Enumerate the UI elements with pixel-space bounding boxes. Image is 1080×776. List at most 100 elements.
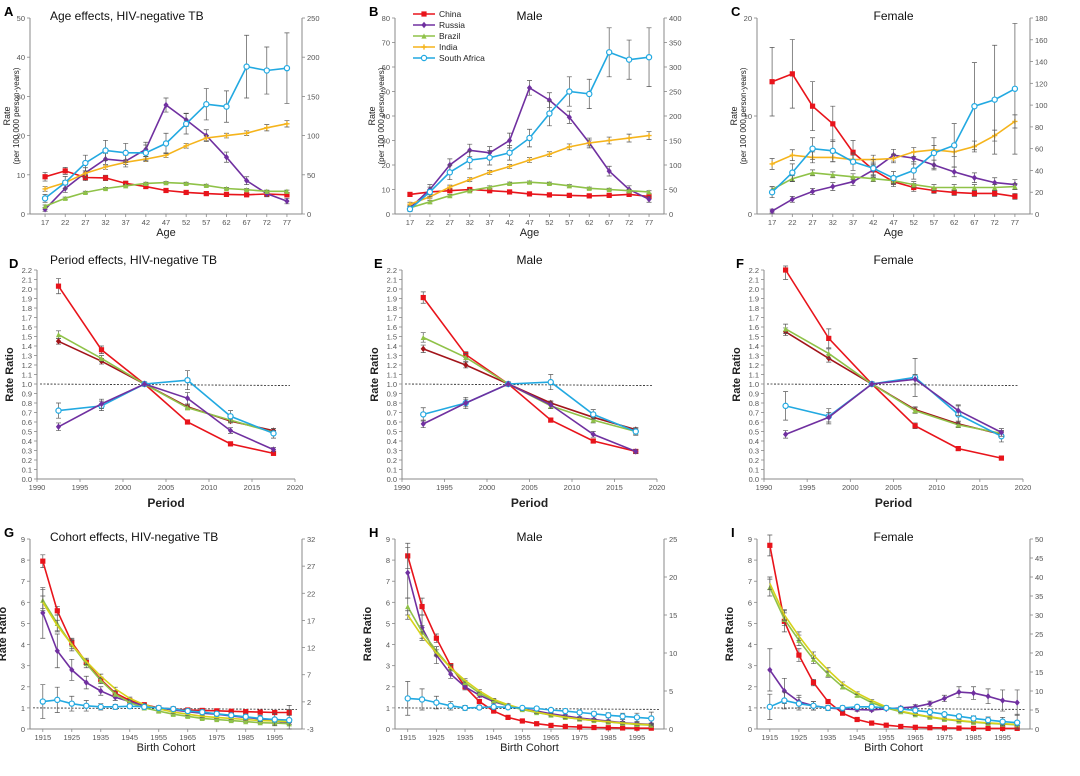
data-point (526, 191, 533, 197)
data-point (955, 713, 963, 720)
x-tick-label: 1955 (878, 733, 895, 742)
x-axis-label: Age (884, 227, 904, 239)
data-point (911, 182, 917, 188)
data-point (97, 703, 104, 711)
data-point (605, 725, 611, 731)
data-point (243, 709, 249, 715)
data-point (123, 183, 129, 189)
y-tick-label: 2.2 (387, 266, 397, 275)
y2-tick-label: 0 (669, 210, 673, 219)
y-tick-label: 1.1 (22, 371, 32, 380)
series-line (422, 297, 636, 453)
data-point (228, 712, 235, 719)
y-tick-label: 1.6 (22, 323, 32, 332)
legend-marker (421, 21, 427, 29)
x-tick-label: 27 (81, 218, 89, 227)
data-point (263, 67, 270, 74)
x-tick-label: 57 (565, 218, 573, 227)
data-point (404, 695, 411, 702)
y-axis-label: Rate Ratio (362, 607, 374, 662)
x-axis-label: Birth Cohort (137, 742, 196, 754)
y-tick-label: 40 (17, 53, 25, 62)
y2-tick-label: 15 (1035, 668, 1043, 677)
data-point (506, 149, 513, 156)
x-axis-label: Period (875, 496, 912, 510)
data-point (98, 400, 105, 408)
data-point (912, 376, 918, 383)
y-axis-label: Rate Ratio (731, 347, 743, 402)
data-point (420, 411, 427, 418)
data-point (203, 182, 209, 188)
series-line (422, 383, 637, 453)
series-overall (55, 338, 277, 434)
y-tick-label: 7 (21, 577, 25, 586)
data-point (490, 703, 497, 711)
y-tick-label: 9 (748, 535, 752, 544)
data-point (951, 142, 958, 149)
series-line (406, 572, 652, 726)
data-point (223, 133, 230, 139)
y-tick-label: 80 (382, 14, 390, 23)
data-point (626, 135, 632, 141)
data-point (955, 422, 961, 428)
data-point (426, 188, 434, 196)
data-point (1012, 183, 1018, 190)
y-tick-label: 8 (386, 556, 390, 565)
x-tick-label: 22 (426, 218, 434, 227)
series-india (407, 131, 652, 207)
x-tick-label: 1985 (965, 733, 982, 742)
x-tick-label: 2010 (928, 483, 945, 492)
y-tick-label: 2.0 (387, 285, 397, 294)
y2-tick-label: 0 (1035, 725, 1039, 734)
y-tick-label: 0 (21, 725, 25, 734)
data-point (971, 184, 978, 191)
data-point (789, 152, 795, 158)
data-point (810, 702, 817, 709)
data-point (102, 147, 109, 154)
y2-tick-label: 80 (1035, 123, 1043, 132)
y-tick-label: 0 (748, 725, 752, 734)
data-point (244, 177, 250, 184)
x-tick-label: 42 (505, 218, 513, 227)
panel-f: 0.00.10.20.30.40.50.60.70.80.91.01.11.21… (731, 253, 1031, 510)
data-point (890, 174, 897, 182)
y-tick-label: 1.5 (749, 333, 759, 342)
y-tick-label: 20 (17, 132, 25, 141)
y-tick-label: 0.3 (22, 447, 32, 456)
data-point (586, 140, 592, 146)
x-tick-label: 1915 (34, 733, 51, 742)
data-point (985, 725, 991, 731)
y-tick-label: 1.7 (749, 314, 759, 323)
data-point (41, 195, 49, 202)
data-point (184, 405, 191, 411)
x-tick-label: 1965 (543, 733, 560, 742)
data-point (970, 715, 977, 722)
series-line (57, 285, 274, 455)
series-south-africa (420, 374, 639, 436)
x-axis-label: Period (147, 496, 184, 510)
y2-tick-label: 45 (1035, 554, 1043, 563)
x-tick-label: 1985 (600, 733, 617, 742)
series-south-africa (41, 32, 291, 203)
series-south-africa (404, 681, 655, 726)
y-tick-label: 5 (21, 619, 25, 628)
series-china (782, 265, 1005, 461)
panel-title: Female (873, 9, 913, 23)
data-point (809, 170, 816, 176)
data-point (257, 720, 263, 726)
data-point (546, 192, 553, 198)
y-tick-label: 70 (382, 39, 390, 48)
data-point (462, 683, 468, 690)
data-point (433, 699, 440, 706)
data-point (955, 446, 961, 452)
data-point (926, 708, 934, 716)
y-tick-label: 1 (748, 704, 752, 713)
x-tick-label: 1915 (399, 733, 416, 742)
y2-tick-label: 30 (1035, 611, 1043, 620)
data-point (270, 446, 277, 453)
data-point (826, 351, 832, 357)
x-tick-label: 2000 (842, 483, 859, 492)
data-point (590, 411, 597, 418)
data-point (184, 707, 191, 715)
data-point (766, 703, 774, 711)
